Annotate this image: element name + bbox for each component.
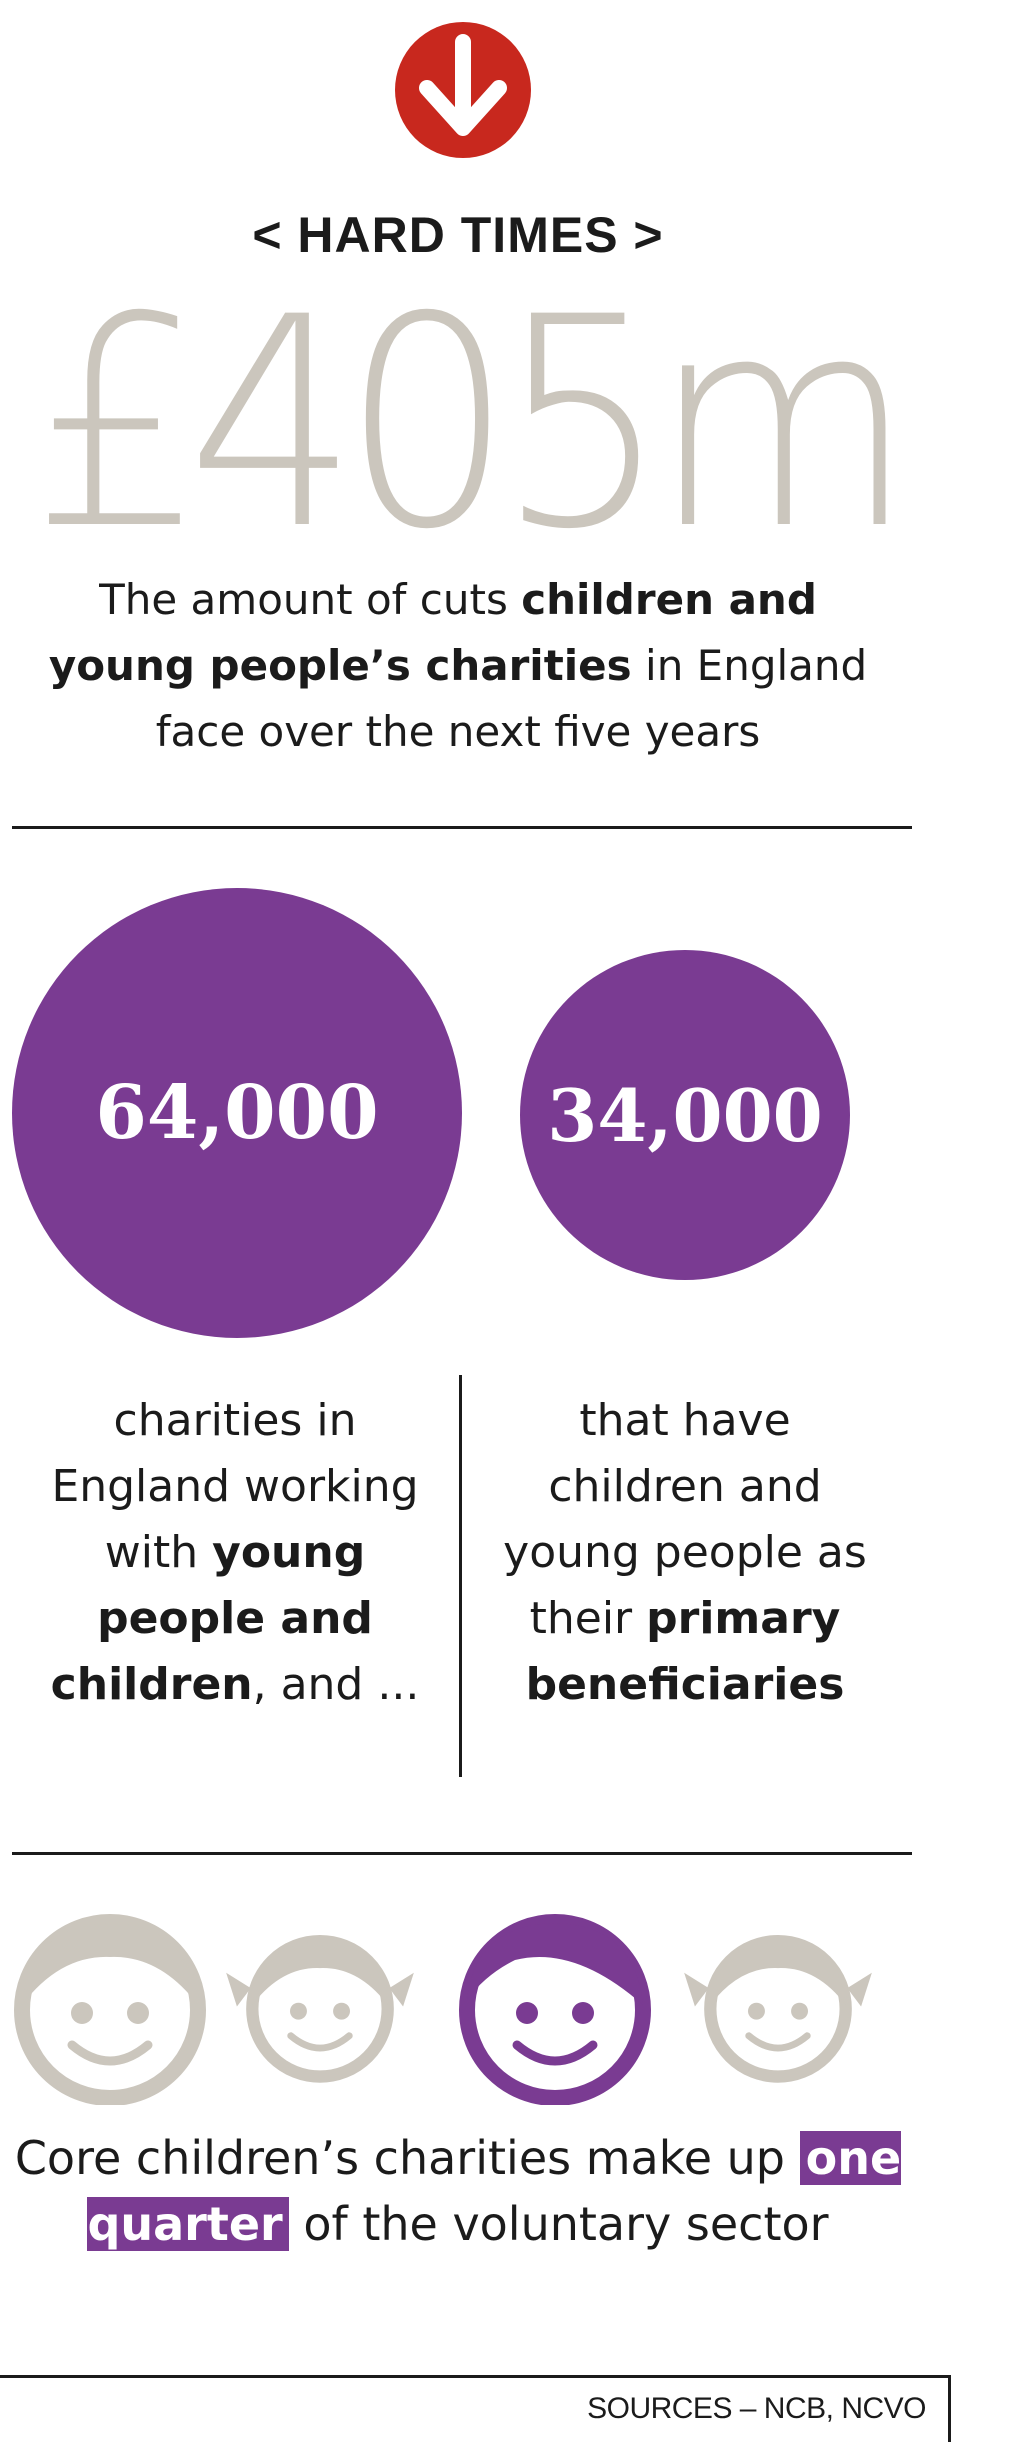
caption-text: in England face over the next five years <box>155 641 868 756</box>
divider <box>12 826 912 829</box>
caption-text: Core children’s charities make up <box>14 2131 800 2185</box>
down-arrow-icon <box>395 22 531 158</box>
stat-value: 64,000 <box>95 1070 379 1156</box>
stat-value: 34,000 <box>547 1072 823 1158</box>
stat-circle-left: 64,000 <box>12 888 462 1338</box>
stat-description-right: that have children and young people as t… <box>490 1388 880 1718</box>
kicker-heading: < HARD TIMES > <box>252 207 664 263</box>
column-divider <box>459 1375 462 1777</box>
caption-text: of the voluntary sector <box>288 2197 829 2251</box>
child-face-girl-icon <box>226 1935 414 2083</box>
caption-text: The amount of cuts <box>99 575 522 624</box>
child-face-highlighted-icon <box>459 1914 651 2105</box>
headline-figure: £405m <box>32 256 914 593</box>
sources-box: SOURCES – NCB, NCVO <box>0 2375 951 2442</box>
headline-caption: The amount of cuts children and young pe… <box>20 567 896 765</box>
stat-bold: primary beneficiaries <box>525 1593 845 1710</box>
bottom-caption: Core children’s charities make up one qu… <box>0 2125 916 2257</box>
stat-text: , and ... <box>252 1659 420 1710</box>
stat-text: charities in England working with <box>51 1395 419 1578</box>
stat-text: that have children and young people as t… <box>503 1395 867 1644</box>
stat-description-left: charities in England working with young … <box>30 1388 440 1718</box>
child-face-icon <box>14 1914 206 2105</box>
stat-bold: young people and children <box>50 1527 373 1710</box>
sources-text: SOURCES – NCB, NCVO <box>587 2392 926 2425</box>
child-face-girl-icon <box>684 1935 872 2083</box>
stat-circle-right: 34,000 <box>520 950 850 1280</box>
caption-bold: children and young people’s charities <box>48 575 817 690</box>
divider <box>12 1852 912 1855</box>
